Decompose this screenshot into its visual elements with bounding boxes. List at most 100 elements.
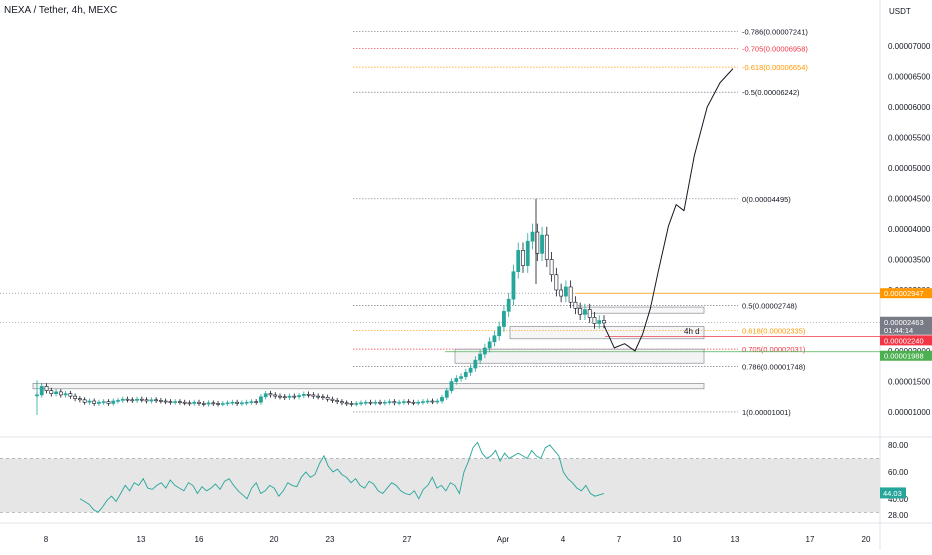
candle-body [397,401,402,404]
candle-body [254,401,259,403]
candle-body [516,250,521,273]
price-tick-label: 0.00001500 [888,378,931,387]
price-tick-label: 0.00005000 [888,164,931,173]
candle-body [583,309,587,315]
candle-body [344,402,349,405]
candle-body [211,402,216,405]
candle-body [463,372,468,377]
candle-body [44,386,49,391]
fib-level-label: 0.705(0.00002031) [742,345,806,354]
candle-body [125,398,130,401]
time-tick-label: 10 [673,535,682,544]
fib-level-label: -0.5(0.00006242) [742,88,800,97]
candle-body [63,393,68,396]
candle-body [492,335,497,343]
candle-body [220,403,225,405]
fib-level-label: 0.786(0.00001748) [742,362,806,371]
rsi-line [79,441,605,513]
candle-body [278,395,282,398]
time-tick-label: 27 [403,535,412,544]
candle-body [473,359,478,369]
price-tick-label: 0.00005500 [888,134,931,143]
annotation-label: 4h d [684,327,700,336]
price-tag-label: 0.00002240 [884,336,924,345]
candle-body [106,401,111,404]
fib-level-label: 1(0.00001001) [742,408,791,417]
candle-body [116,400,120,402]
candle-body [268,393,273,396]
candle-body [497,326,502,337]
candle-body [478,353,483,361]
annotations: 4h d [684,327,700,336]
candle-body [392,401,397,404]
price-tag-label: 0.00002947 [884,289,924,298]
candle-body [144,399,149,402]
projected-price-path [603,68,734,352]
candle-body [554,274,559,291]
candle-body [197,401,201,404]
price-tick-label: 0.00004000 [888,225,931,234]
resistance-zone [577,306,705,314]
time-tick-label: Apr [497,535,510,544]
fib-level-label: 0.5(0.00002748) [742,301,798,310]
candle-body [502,311,506,327]
time-tick-label: 23 [326,535,335,544]
candle-body [201,403,206,405]
candle-body [92,400,97,404]
candle-body [320,396,325,399]
candle-body [135,398,139,401]
candle-body [521,250,525,266]
candle-body [173,401,178,403]
price-tag-bg [880,335,932,346]
candle-body [454,378,459,382]
candle-body [592,317,597,324]
candle-body [373,401,378,404]
candle-body [158,400,163,402]
candle-body [487,341,492,349]
candle-body [325,397,330,400]
candle-body [425,400,430,403]
candle-body [340,401,344,404]
candle-body [282,396,287,399]
candle-body [68,393,73,397]
price-tick-label: 0.00007000 [888,42,931,51]
fib-level-label: -0.705(0.00006958) [742,45,808,54]
fib-level-label: -0.786(0.00007241) [742,27,808,36]
candle-body [459,376,463,379]
candle-body [559,289,564,297]
fib-level-label: 0.618(0.00002335) [742,327,806,336]
candle-body [82,399,87,403]
candle-body [273,394,278,397]
candle-body [563,286,568,297]
candle-body [292,395,297,398]
candle-body [39,386,44,396]
time-tick-label: 20 [862,535,871,544]
candle-body [259,396,263,403]
candle-body [249,401,254,403]
candle-body [235,401,240,404]
price-tick-label: 0.00003500 [888,256,931,265]
candle-body [139,398,144,401]
time-tick-label: 7 [617,535,622,544]
candle-body [597,320,602,324]
candle-body [301,394,306,396]
price-tick-label: 0.00001000 [888,408,931,417]
candle-body [378,401,382,404]
candle-body [416,401,421,404]
price-tag-bg [880,350,932,361]
candle-body [73,395,78,399]
candle-body [168,401,173,403]
candle-body [77,398,82,401]
rsi-current-label: 44.03 [883,489,902,498]
candle-body [363,401,368,404]
fib-level-label: 0(0.00004495) [742,195,791,204]
candle-body [187,402,192,405]
time-tick-label: 16 [195,535,204,544]
rsi-pane: 80.00 60.00 40.00 28.00 44.03 [0,441,909,520]
price-tag-bg [880,316,932,335]
candle-body [316,395,321,398]
candle-body [225,402,230,405]
candle-body [230,401,235,404]
candle-body [97,401,101,404]
